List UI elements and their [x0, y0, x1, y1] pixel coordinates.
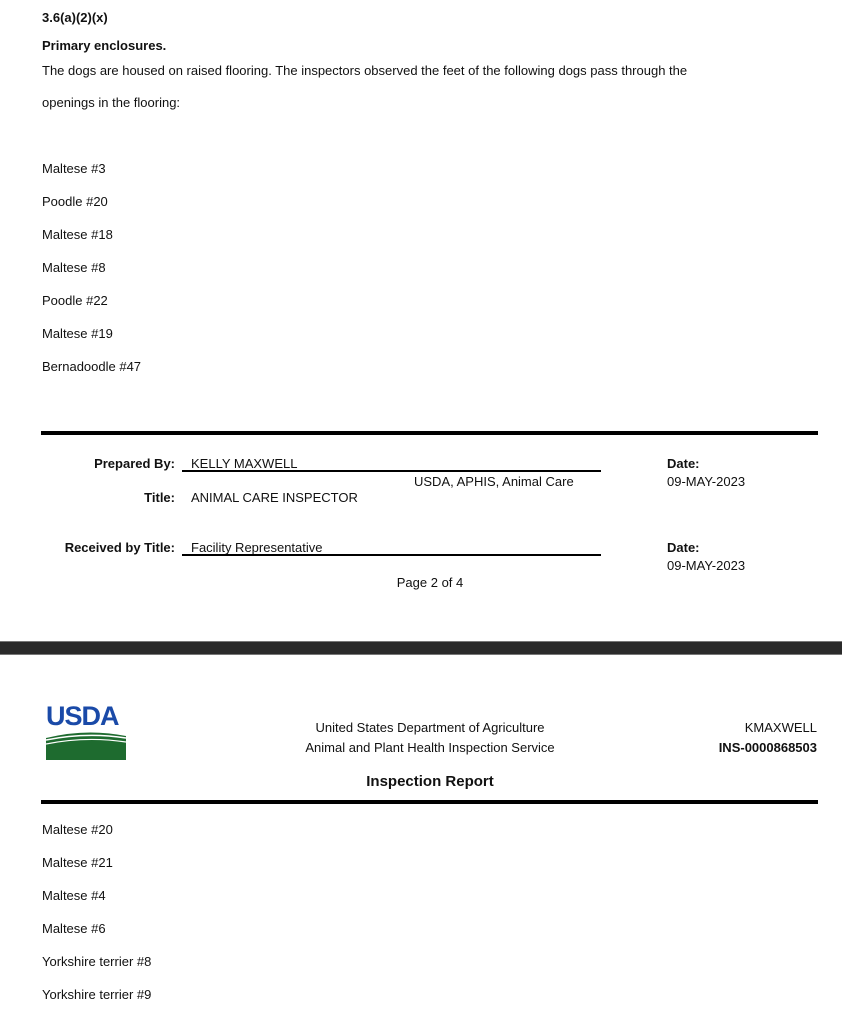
section-title: Primary enclosures.	[42, 38, 167, 53]
narrative-line: openings in the flooring:	[42, 95, 181, 110]
section-code: 3.6(a)(2)(x)	[42, 10, 108, 25]
inspection-id: INS-0000868503	[718, 740, 817, 755]
signature-line	[182, 554, 601, 556]
usda-logo: USDA	[46, 703, 126, 760]
date-label: Date:	[667, 456, 700, 471]
title-label: Title:	[144, 490, 175, 505]
date-label: Date:	[667, 540, 700, 555]
dog-list-item: Yorkshire terrier #8	[42, 954, 152, 969]
dog-list-item: Maltese #18	[42, 227, 113, 242]
dog-list-item: Bernadoodle #47	[42, 359, 142, 374]
dog-list-item: Maltese #6	[42, 921, 106, 936]
dog-list-item: Maltese #19	[42, 326, 113, 341]
prepared-by-label: Prepared By:	[94, 456, 175, 471]
report-title: Inspection Report	[366, 773, 494, 790]
received-value: Facility Representative	[191, 540, 323, 555]
department-name: United States Department of Agriculture	[315, 720, 545, 735]
dog-list-item: Maltese #8	[42, 260, 106, 275]
divider	[41, 431, 818, 435]
prepared-by-value: KELLY MAXWELL	[191, 456, 298, 471]
inspector-username: KMAXWELL	[744, 720, 817, 735]
dog-list-item: Maltese #21	[42, 855, 113, 870]
agency: USDA, APHIS, Animal Care	[414, 474, 574, 489]
dog-list-item: Yorkshire terrier #9	[42, 987, 152, 1002]
page-separator	[0, 641, 842, 655]
title-value: ANIMAL CARE INSPECTOR	[191, 490, 358, 505]
received-label: Received by Title:	[64, 540, 175, 555]
dog-list-item: Maltese #3	[42, 161, 106, 176]
date-value: 09-MAY-2023	[667, 474, 746, 489]
divider	[41, 800, 818, 804]
dog-list-item: Maltese #20	[42, 822, 113, 837]
dog-list-item: Poodle #22	[42, 293, 108, 308]
dog-list-item: Poodle #20	[42, 194, 108, 209]
date-value: 09-MAY-2023	[667, 558, 746, 573]
page-number: Page 2 of 4	[396, 575, 464, 590]
signature-line	[182, 470, 601, 472]
dog-list-item: Maltese #4	[42, 888, 106, 903]
narrative-line: The dogs are housed on raised flooring. …	[42, 63, 688, 78]
service-name: Animal and Plant Health Inspection Servi…	[305, 740, 555, 755]
